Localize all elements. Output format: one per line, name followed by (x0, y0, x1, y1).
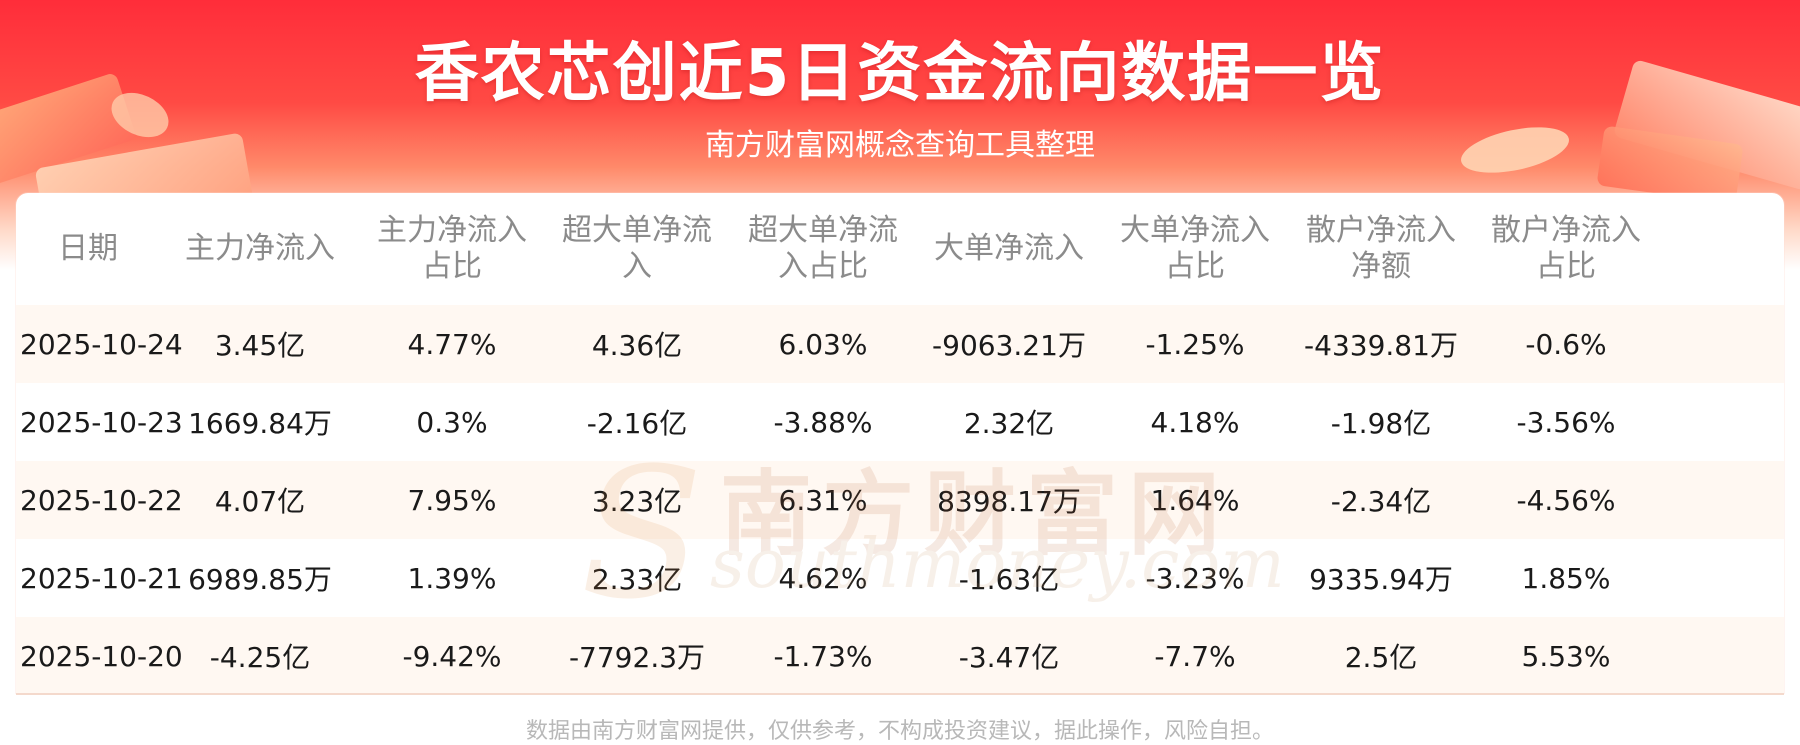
table-cell: 3.23亿 (544, 461, 730, 539)
table-cell: -2.16亿 (544, 383, 730, 461)
footer-disclaimer: 数据由南方财富网提供，仅供参考，不构成投资建议，据此操作，风险自担。 (525, 719, 1274, 744)
table-cell: -9063.21万 (916, 305, 1102, 383)
column-header: 超大单净流 入占比 (748, 213, 898, 284)
table-cell: 2025-10-24 (16, 305, 183, 383)
table-cell: -1.63亿 (916, 539, 1102, 617)
table-row: 2025-10-21 6989.85万 1.39% 2.33亿 4.62% -1.63亿 -… (16, 539, 1784, 617)
table-cell: 2025-10-22 (16, 461, 183, 539)
table-cell: 6989.85万 (160, 539, 360, 617)
table-cell: 4.62% (730, 539, 916, 617)
column-header: 主力净流入 (185, 231, 335, 266)
footer-divider (16, 693, 1784, 695)
table-cell: 9335.94万 (1288, 539, 1474, 617)
column-header: 散户净流入 净额 (1306, 213, 1456, 284)
table-cell: 7.95% (360, 461, 544, 539)
table-cell: -7792.3万 (544, 617, 730, 695)
table-cell: 1.39% (360, 539, 544, 617)
table-cell: 6.31% (730, 461, 916, 539)
table-cell: 4.36亿 (544, 305, 730, 383)
table-cell: -4339.81万 (1288, 305, 1474, 383)
table-cell: 1669.84万 (160, 383, 360, 461)
table-cell: 2025-10-23 (16, 383, 183, 461)
table-cell: 5.53% (1474, 617, 1658, 695)
table-cell: 2.33亿 (544, 539, 730, 617)
table-cell: 2.32亿 (916, 383, 1102, 461)
column-header: 散户净流入 占比 (1491, 213, 1641, 284)
table-cell: -7.7% (1102, 617, 1288, 695)
table-cell: 2025-10-21 (16, 539, 183, 617)
table-cell: -1.25% (1102, 305, 1288, 383)
table-row: 2025-10-20 -4.25亿 -9.42% -7792.3万 -1.73% -3.4… (16, 617, 1784, 695)
table-cell: -0.6% (1474, 305, 1658, 383)
table-cell: -4.25亿 (160, 617, 360, 695)
table-cell: -9.42% (360, 617, 544, 695)
table-cell: 1.64% (1102, 461, 1288, 539)
table-cell: 2.5亿 (1288, 617, 1474, 695)
table-row: 2025-10-23 1669.84万 0.3% -2.16亿 -3.88% 2.32亿 4… (16, 383, 1784, 461)
page-subtitle: 南方财富网概念查询工具整理 (705, 128, 1095, 163)
table-cell: -2.34亿 (1288, 461, 1474, 539)
table-cell: 4.77% (360, 305, 544, 383)
table-cell-spacer (1658, 617, 1784, 695)
table-cell: -4.56% (1474, 461, 1658, 539)
table-cell: 6.03% (730, 305, 916, 383)
table-cell-spacer (1658, 539, 1784, 617)
page-title: 香农芯创近5日资金流向数据一览 (414, 37, 1386, 111)
table-cell: -3.47亿 (916, 617, 1102, 695)
table-cell: -1.98亿 (1288, 383, 1474, 461)
column-header: 大单净流入 占比 (1120, 213, 1270, 284)
table-cell-spacer (1658, 383, 1784, 461)
table-cell: 4.18% (1102, 383, 1288, 461)
column-header: 主力净流入 占比 (377, 213, 527, 284)
column-header: 大单净流入 (934, 231, 1084, 266)
table-row: 2025-10-24 3.45亿 4.77% 4.36亿 6.03% -9063.21万 -… (16, 305, 1784, 383)
column-header: 超大单净流入 (562, 213, 712, 284)
table-cell: 3.45亿 (160, 305, 360, 383)
table-cell-spacer (1658, 461, 1784, 539)
table-cell: 4.07亿 (160, 461, 360, 539)
table-cell: 0.3% (360, 383, 544, 461)
table-cell: 1.85% (1474, 539, 1658, 617)
table-cell-spacer (1658, 305, 1784, 383)
column-spacer (1658, 193, 1784, 305)
table-cell: -3.56% (1474, 383, 1658, 461)
table-cell: 8398.17万 (916, 461, 1102, 539)
table-header-row: 日期 主力净流入 主力净流入 占比 超大单净流入超大单净流 入占比 大单净流入 大单净流入 占比… (16, 193, 1784, 305)
fund-flow-table: 日期 主力净流入 主力净流入 占比 超大单净流入超大单净流 入占比 大单净流入 大单净流入 占比… (16, 193, 1784, 695)
table-cell: -1.73% (730, 617, 916, 695)
table-body: 2025-10-24 3.45亿 4.77% 4.36亿 6.03% -9063.21万 -… (16, 305, 1784, 695)
table-cell: -3.88% (730, 383, 916, 461)
column-header: 日期 (58, 231, 118, 266)
table-cell: -3.23% (1102, 539, 1288, 617)
data-table-card: 日期 主力净流入 主力净流入 占比 超大单净流入超大单净流 入占比 大单净流入 大单净流入 占比… (16, 193, 1784, 695)
table-cell: 2025-10-20 (16, 617, 183, 695)
table-row: 2025-10-22 4.07亿 7.95% 3.23亿 6.31% 8398.17万 1.… (16, 461, 1784, 539)
